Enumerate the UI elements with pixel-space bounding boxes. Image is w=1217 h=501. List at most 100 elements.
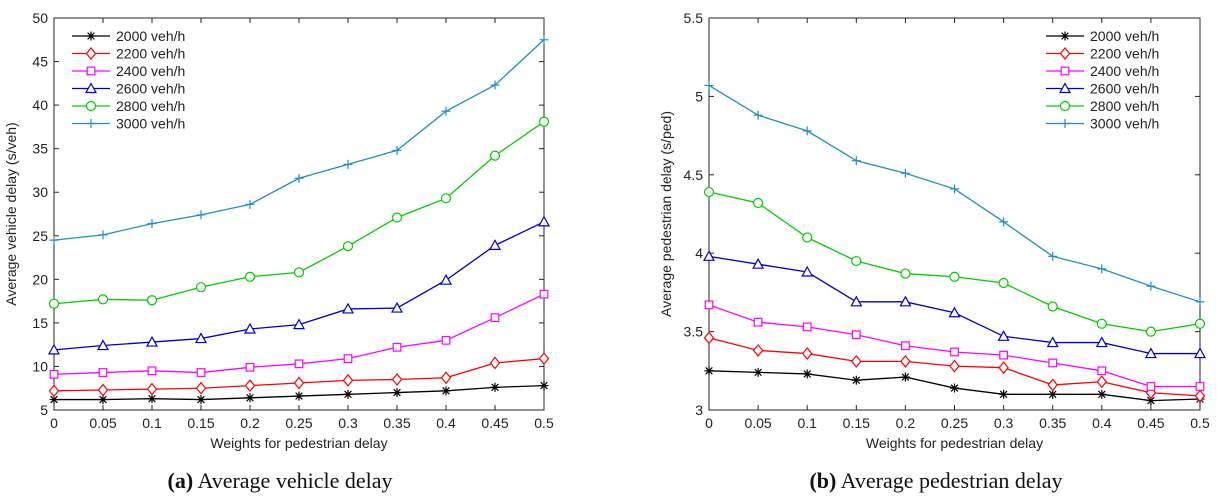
- caption-a-label: (a): [167, 468, 194, 493]
- data-point: [900, 354, 911, 368]
- data-point: [292, 318, 306, 330]
- legend-marker: [1060, 66, 1070, 76]
- data-point: [1047, 378, 1058, 392]
- legend-marker: [86, 66, 96, 76]
- legend-label: 3000 veh/h: [116, 116, 185, 132]
- data-point: [851, 255, 862, 267]
- data-point: [343, 159, 353, 169]
- data-point: [343, 354, 353, 364]
- x-tick-label: 0.1: [797, 415, 817, 431]
- legend-marker: [85, 47, 97, 60]
- data-point: [802, 322, 812, 332]
- data-point: [900, 372, 910, 382]
- data-point: [539, 35, 549, 45]
- data-point: [294, 173, 304, 183]
- series-line: [708, 255, 1200, 355]
- data-point: [950, 383, 959, 393]
- legend-item: 2600 veh/h: [72, 81, 185, 97]
- data-point: [48, 298, 60, 309]
- data-point: [851, 375, 861, 385]
- legend-item: 2400 veh/h: [72, 63, 185, 79]
- x-tick-label: 0.25: [941, 415, 968, 431]
- x-tick-label: 0.5: [1190, 415, 1210, 431]
- data-point: [441, 386, 451, 396]
- series-2600: [702, 250, 1207, 359]
- x-axis-label: Weights for pedestrian delay: [210, 435, 387, 451]
- data-point: [47, 343, 61, 355]
- data-point: [243, 322, 257, 334]
- data-point: [390, 301, 404, 313]
- y-tick-label: 5: [40, 402, 48, 418]
- x-tick-label: 0.2: [240, 415, 260, 431]
- legend-label: 3000 veh/h: [1090, 116, 1159, 132]
- data-point: [802, 369, 812, 379]
- data-point: [147, 394, 157, 404]
- data-point: [999, 217, 1009, 227]
- data-point: [490, 80, 500, 90]
- data-point: [245, 199, 255, 209]
- data-point: [196, 368, 206, 377]
- data-point: [391, 212, 403, 223]
- caption-b-label: (b): [809, 468, 837, 493]
- data-point: [195, 282, 207, 293]
- legend-marker: [1058, 82, 1072, 94]
- x-tick-label: 0.45: [481, 415, 508, 431]
- pedestrian-delay-chart: 0 0.05 0.1 0.15 0.2 0.25 0.3 0.35 0.4 0.45 0.5 3 3.5…: [658, 10, 1210, 451]
- legend-label: 2600 veh/h: [1090, 81, 1159, 97]
- x-tick-label: 0.35: [383, 415, 410, 431]
- x-tick-label: 0.1: [142, 415, 162, 431]
- data-point: [439, 273, 453, 285]
- legend-item: 2600 veh/h: [1046, 81, 1159, 97]
- data-point: [900, 268, 911, 279]
- data-point: [98, 395, 108, 405]
- legend-label: 2600 veh/h: [116, 81, 185, 97]
- x-tick-label: 0.3: [994, 415, 1014, 431]
- data-point: [753, 367, 763, 377]
- data-point: [949, 359, 960, 373]
- data-point: [998, 361, 1009, 375]
- series-2400: [704, 300, 1205, 391]
- data-point: [1097, 366, 1107, 376]
- x-tick-label: 0.05: [744, 415, 771, 431]
- legend-item: 2200 veh/h: [1046, 46, 1159, 62]
- data-point: [538, 116, 550, 127]
- data-point: [98, 368, 108, 377]
- series-2200: [48, 352, 550, 398]
- legend-item: 3000 veh/h: [1046, 116, 1159, 132]
- data-point: [490, 382, 500, 392]
- data-point: [293, 376, 305, 390]
- y-tick-label: 20: [32, 271, 48, 287]
- x-tick-label: 0.15: [187, 415, 214, 431]
- data-point: [49, 395, 59, 405]
- data-point: [1047, 301, 1058, 312]
- caption-b-text: Average pedestrian delay: [836, 468, 1063, 493]
- legend-label: 2800 veh/h: [1090, 98, 1159, 114]
- data-point: [1095, 336, 1108, 348]
- legend-label: 2400 veh/h: [1090, 63, 1159, 79]
- panel-a: 0 0.05 0.1 0.15 0.2 0.25 0.3 0.35 0.4 0.45 0.5 5 10 1…: [0, 0, 560, 501]
- x-tick-label: 0: [705, 415, 713, 431]
- data-point: [98, 230, 108, 240]
- data-point: [146, 382, 158, 396]
- data-point: [538, 352, 550, 366]
- data-point: [1195, 297, 1205, 307]
- data-point: [1096, 375, 1108, 389]
- caption-b: (b) Average pedestrian delay: [655, 468, 1217, 494]
- data-point: [440, 193, 452, 204]
- data-point: [146, 295, 158, 306]
- data-point: [49, 369, 59, 379]
- data-point: [440, 371, 452, 385]
- x-tick-label: 0.4: [436, 415, 456, 431]
- series-2800: [703, 186, 1206, 337]
- vehicle-delay-chart: 0 0.05 0.1 0.15 0.2 0.25 0.3 0.35 0.4 0.45 0.5 5 10 1…: [3, 10, 554, 451]
- series-2600: [47, 215, 551, 355]
- y-tick-label: 50: [32, 10, 48, 26]
- x-tick-label: 0.3: [338, 415, 358, 431]
- series-2000: [49, 381, 549, 405]
- data-point: [850, 295, 863, 307]
- x-tick-label: 0.15: [843, 415, 870, 431]
- data-point: [341, 302, 355, 314]
- data-point: [1145, 326, 1156, 337]
- data-point: [441, 106, 451, 116]
- data-point: [49, 235, 59, 245]
